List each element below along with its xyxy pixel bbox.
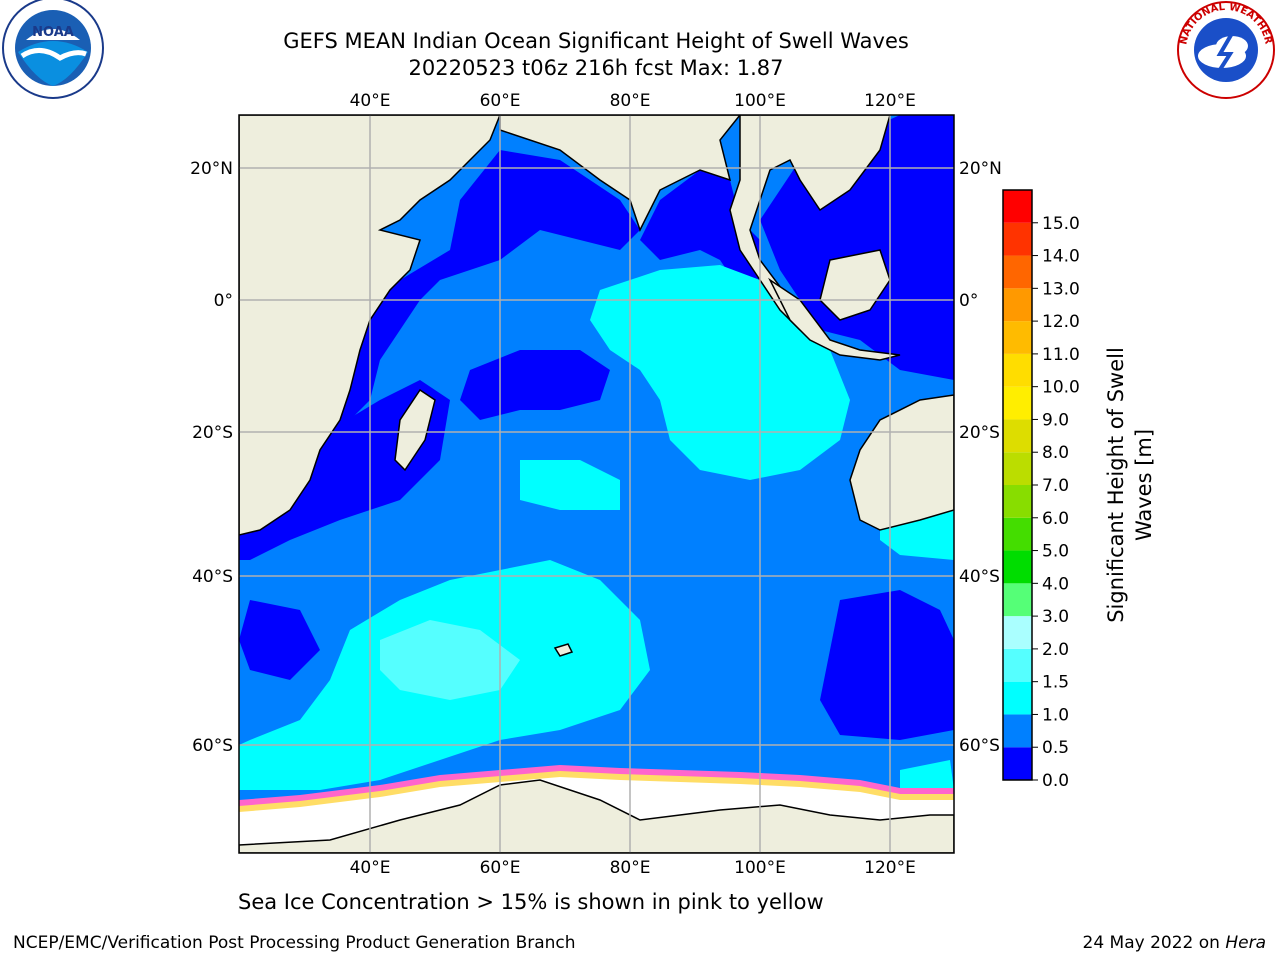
lon-ticks-bottom: 40°E 60°E 80°E 100°E 120°E bbox=[350, 858, 916, 878]
lat-tick-left: 40°S bbox=[192, 567, 233, 587]
graticule bbox=[239, 115, 954, 853]
lon-tick-bottom: 80°E bbox=[610, 858, 651, 878]
colorbar-tick-label: 8.0 bbox=[1042, 443, 1069, 463]
map-field bbox=[239, 115, 954, 853]
colorbar-swatch bbox=[1003, 648, 1032, 682]
swell-band-10-15-patch bbox=[520, 460, 620, 510]
lon-tick-bottom: 120°E bbox=[864, 858, 916, 878]
footer-date: 24 May 2022 on Hera bbox=[1083, 933, 1267, 953]
chart-title: GEFS MEAN Indian Ocean Significant Heigh… bbox=[283, 29, 909, 53]
lat-ticks-left: 20°N 0° 20°S 40°S 60°S bbox=[190, 159, 233, 756]
lon-tick-top: 40°E bbox=[350, 91, 391, 111]
lon-ticks-top: 40°E 60°E 80°E 100°E 120°E bbox=[350, 91, 916, 111]
lat-tick-left: 0° bbox=[214, 291, 233, 311]
colorbar-swatch bbox=[1003, 485, 1032, 518]
colorbar-swatch bbox=[1003, 714, 1032, 748]
lat-tick-left: 60°S bbox=[192, 736, 233, 756]
colorbar-swatch bbox=[1003, 321, 1032, 354]
colorbar-swatch bbox=[1003, 681, 1032, 715]
swell-band-15-20-south bbox=[380, 620, 520, 700]
swell-band-0-05-bay bbox=[640, 170, 760, 300]
swell-band-0-05-mid bbox=[460, 350, 610, 420]
footer-credit: NCEP/EMC/Verification Post Processing Pr… bbox=[13, 933, 576, 953]
chart-subtitle: 20220523 t06z 216h fcst Max: 1.87 bbox=[408, 56, 784, 80]
noaa-logo-text: NOAA bbox=[32, 25, 74, 40]
national-weather-service-logo-icon: NATIONAL WEATHER SERVICE bbox=[1168, 0, 1280, 100]
colorbar-tick-label: 10.0 bbox=[1042, 378, 1080, 398]
lat-ticks-right: 20°N 0° 20°S 40°S 60°S bbox=[959, 159, 1002, 756]
lat-tick-right: 20°S bbox=[959, 423, 1000, 443]
colorbar-tick-label: 11.0 bbox=[1042, 345, 1080, 365]
lon-tick-bottom: 60°E bbox=[480, 858, 521, 878]
land-australia bbox=[849, 394, 954, 531]
colorbar-swatch bbox=[1003, 517, 1032, 551]
colorbar-title-line1: Significant Height of Swell bbox=[1104, 347, 1128, 623]
lon-tick-top: 60°E bbox=[480, 91, 521, 111]
colorbar-tick-label: 1.0 bbox=[1042, 705, 1069, 725]
land-africa-arabia bbox=[239, 115, 501, 536]
swell-band-0-05-madagascar bbox=[239, 380, 450, 560]
land-india bbox=[499, 115, 741, 232]
colorbar-swatch bbox=[1003, 616, 1032, 649]
colorbar-swatch bbox=[1003, 255, 1032, 289]
swell-band-0-05-sw-patch bbox=[239, 600, 320, 680]
colorbar-tick-label: 3.0 bbox=[1042, 607, 1069, 627]
colorbar: 0.0 0.5 1.0 1.5 2.0 3.0 4.0 5.0 6.0 7.0 8.0 9.0 10.0… bbox=[1002, 189, 1080, 791]
land-kerguelen bbox=[553, 643, 574, 657]
colorbar-tick-label: 5.0 bbox=[1042, 542, 1069, 562]
lon-tick-bottom: 40°E bbox=[350, 858, 391, 878]
swell-band-10-15-central bbox=[590, 265, 850, 480]
colorbar-swatch bbox=[1003, 386, 1032, 420]
colorbar-tick-label: 6.0 bbox=[1042, 509, 1069, 529]
colorbar-tick-label: 14.0 bbox=[1042, 247, 1080, 267]
colorbar-tick-label: 9.0 bbox=[1042, 410, 1069, 430]
lon-tick-top: 120°E bbox=[864, 91, 916, 111]
footer-machine: Hera bbox=[1225, 933, 1266, 953]
lat-tick-right: 20°N bbox=[959, 159, 1002, 179]
colorbar-tick-label: 4.0 bbox=[1042, 574, 1069, 594]
sea-ice-note: Sea Ice Concentration > 15% is shown in … bbox=[238, 890, 824, 914]
footer-date-text: 24 May 2022 on bbox=[1082, 933, 1226, 953]
noaa-logo-icon: NOAA bbox=[0, 0, 108, 100]
land-madagascar bbox=[394, 388, 436, 472]
colorbar-tick-label: 15.0 bbox=[1042, 214, 1080, 234]
colorbar-swatch bbox=[1003, 288, 1032, 322]
colorbar-swatch bbox=[1003, 353, 1032, 387]
colorbar-title-line2: Waves [m] bbox=[1132, 429, 1156, 541]
colorbar-tick-label: 7.0 bbox=[1042, 476, 1069, 496]
land-antarctica bbox=[239, 779, 954, 853]
colorbar-tick-label: 0.5 bbox=[1042, 738, 1069, 758]
lat-tick-left: 20°N bbox=[190, 159, 233, 179]
colorbar-swatch bbox=[1003, 222, 1032, 256]
lon-tick-top: 80°E bbox=[610, 91, 651, 111]
colorbar-swatch bbox=[1003, 419, 1032, 453]
lat-tick-right: 0° bbox=[959, 291, 978, 311]
colorbar-tick-label: 1.5 bbox=[1042, 673, 1069, 693]
colorbar-tick-label: 2.0 bbox=[1042, 640, 1069, 660]
swell-band-0-05-southeast bbox=[820, 590, 954, 740]
colorbar-swatch bbox=[1003, 190, 1032, 223]
colorbar-swatch bbox=[1003, 747, 1032, 780]
map-frame bbox=[238, 114, 955, 854]
lon-tick-top: 100°E bbox=[734, 91, 786, 111]
colorbar-swatch bbox=[1003, 583, 1032, 617]
lat-tick-right: 40°S bbox=[959, 567, 1000, 587]
lon-tick-bottom: 100°E bbox=[734, 858, 786, 878]
colorbar-swatch bbox=[1003, 550, 1032, 584]
colorbar-tick-label: 13.0 bbox=[1042, 279, 1080, 299]
lat-tick-right: 60°S bbox=[959, 736, 1000, 756]
colorbar-swatch bbox=[1003, 452, 1032, 485]
swell-band-10-15-southeast-patch bbox=[900, 760, 954, 790]
colorbar-tick-label: 0.0 bbox=[1042, 771, 1069, 791]
colorbar-tick-label: 12.0 bbox=[1042, 312, 1080, 332]
lat-tick-left: 20°S bbox=[192, 423, 233, 443]
